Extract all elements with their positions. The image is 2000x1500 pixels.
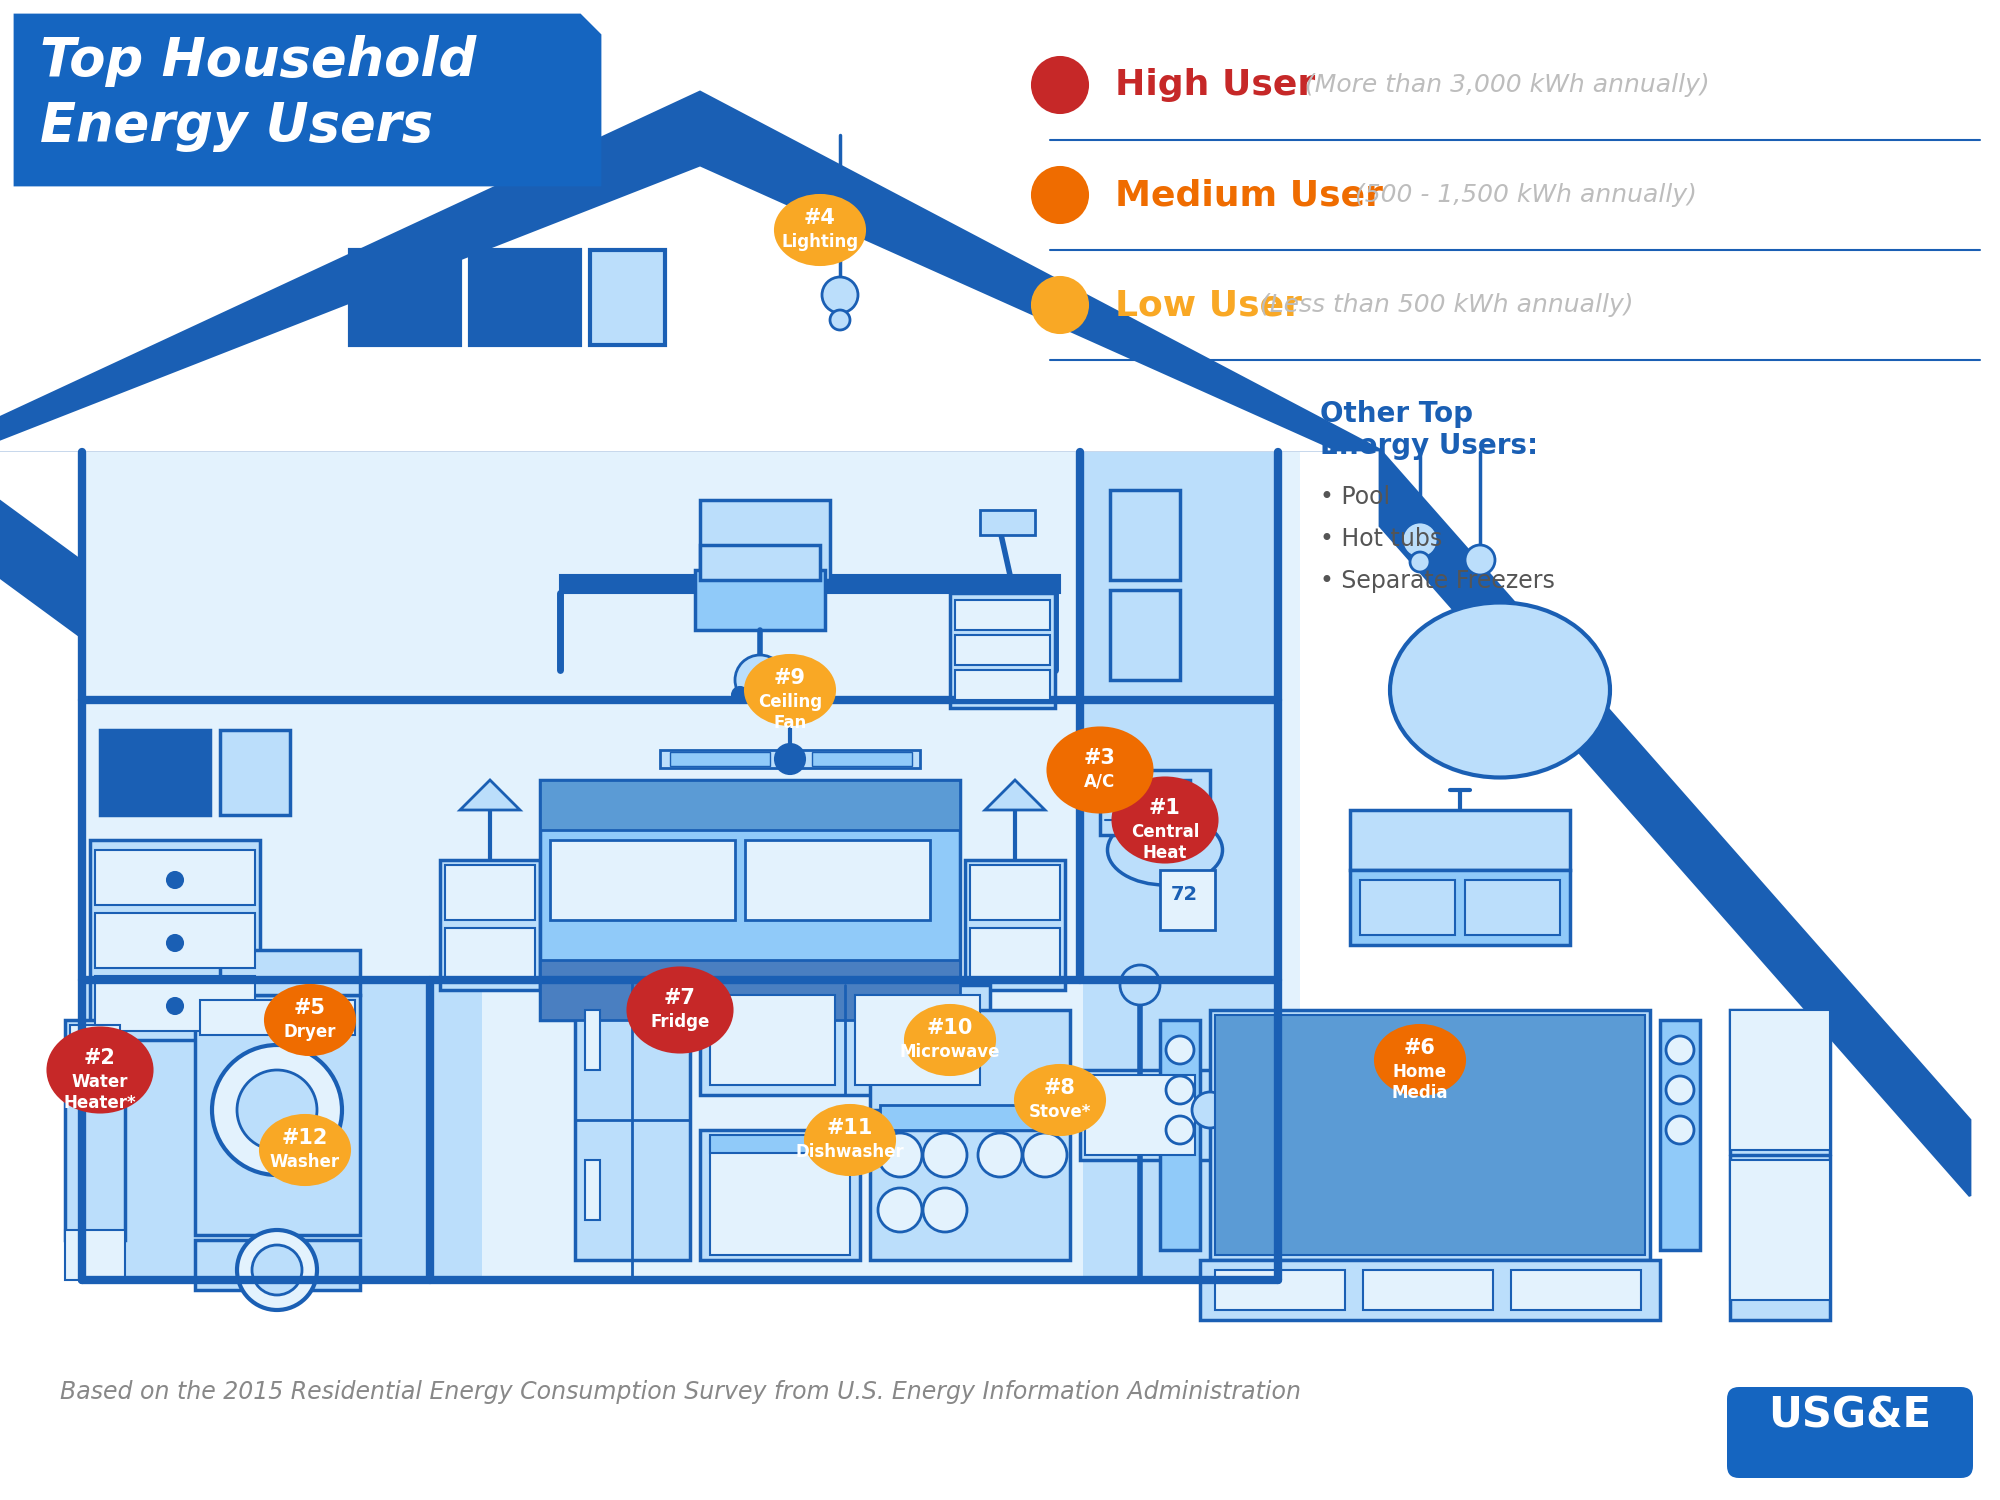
Text: Home
Media: Home Media	[1392, 1064, 1448, 1102]
FancyBboxPatch shape	[1120, 770, 1210, 820]
Text: • Separate Freezers: • Separate Freezers	[1320, 568, 1554, 592]
FancyBboxPatch shape	[196, 994, 360, 1234]
Ellipse shape	[776, 195, 864, 266]
Circle shape	[736, 656, 784, 705]
Circle shape	[878, 1188, 922, 1231]
Polygon shape	[1380, 450, 1970, 1196]
Circle shape	[1120, 964, 1160, 1005]
FancyBboxPatch shape	[696, 570, 826, 630]
Circle shape	[212, 1046, 342, 1174]
Ellipse shape	[1390, 603, 1610, 777]
Circle shape	[1166, 1116, 1194, 1144]
Text: #4: #4	[804, 209, 836, 228]
Circle shape	[1410, 552, 1430, 572]
Polygon shape	[0, 92, 1380, 450]
Circle shape	[924, 1132, 968, 1178]
FancyBboxPatch shape	[590, 251, 664, 345]
FancyBboxPatch shape	[70, 1060, 120, 1068]
Text: Lighting: Lighting	[782, 232, 858, 250]
FancyBboxPatch shape	[1110, 490, 1180, 580]
Circle shape	[168, 871, 184, 888]
Circle shape	[752, 687, 768, 703]
FancyBboxPatch shape	[880, 1106, 1060, 1130]
FancyBboxPatch shape	[82, 982, 482, 1280]
Text: Fridge: Fridge	[650, 1013, 710, 1031]
FancyBboxPatch shape	[956, 670, 1050, 700]
Circle shape	[878, 1132, 922, 1178]
Text: Ceiling
Fan: Ceiling Fan	[758, 693, 822, 732]
FancyBboxPatch shape	[1216, 1016, 1644, 1256]
Ellipse shape	[628, 968, 732, 1053]
FancyBboxPatch shape	[1210, 1010, 1650, 1260]
Circle shape	[1032, 57, 1088, 112]
FancyBboxPatch shape	[1364, 1270, 1492, 1310]
Text: #1: #1	[1150, 798, 1180, 818]
Circle shape	[1666, 1116, 1694, 1144]
Text: #11: #11	[826, 1118, 874, 1138]
Text: Dishwasher: Dishwasher	[796, 1143, 904, 1161]
Circle shape	[1166, 1076, 1194, 1104]
FancyBboxPatch shape	[1084, 452, 1278, 980]
Polygon shape	[984, 780, 1044, 810]
Circle shape	[978, 1132, 1022, 1178]
Circle shape	[1032, 166, 1088, 224]
FancyBboxPatch shape	[956, 634, 1050, 664]
FancyBboxPatch shape	[96, 850, 256, 904]
Circle shape	[822, 278, 858, 314]
Circle shape	[1024, 1132, 1068, 1178]
FancyBboxPatch shape	[950, 592, 1056, 708]
Text: 72: 72	[1172, 885, 1198, 904]
Ellipse shape	[1376, 1024, 1464, 1095]
Circle shape	[924, 1188, 968, 1231]
FancyBboxPatch shape	[540, 780, 960, 830]
Text: #3: #3	[1084, 748, 1116, 768]
Circle shape	[1666, 1036, 1694, 1064]
Circle shape	[238, 1070, 316, 1150]
FancyBboxPatch shape	[756, 578, 776, 588]
Text: Washer: Washer	[270, 1154, 340, 1172]
FancyBboxPatch shape	[196, 1240, 360, 1290]
FancyBboxPatch shape	[1084, 1076, 1196, 1155]
Ellipse shape	[744, 656, 836, 724]
Circle shape	[168, 998, 184, 1014]
FancyBboxPatch shape	[444, 865, 536, 919]
FancyBboxPatch shape	[856, 994, 980, 1084]
FancyBboxPatch shape	[1512, 1270, 1640, 1310]
FancyBboxPatch shape	[82, 452, 1300, 1280]
FancyBboxPatch shape	[710, 1140, 850, 1256]
Text: #6: #6	[1404, 1038, 1436, 1058]
Text: USG&E: USG&E	[1768, 1395, 1932, 1437]
FancyBboxPatch shape	[1160, 1020, 1200, 1250]
FancyBboxPatch shape	[1110, 590, 1180, 680]
Circle shape	[1402, 522, 1438, 558]
Text: Stove*: Stove*	[1028, 1102, 1092, 1120]
FancyBboxPatch shape	[540, 780, 960, 1020]
Circle shape	[732, 687, 748, 703]
FancyBboxPatch shape	[1080, 1070, 1230, 1160]
FancyBboxPatch shape	[970, 865, 1060, 919]
FancyBboxPatch shape	[350, 251, 460, 345]
FancyBboxPatch shape	[1100, 780, 1190, 836]
Text: • Hot tubs: • Hot tubs	[1320, 526, 1442, 550]
Text: • Pool: • Pool	[1320, 484, 1390, 508]
FancyBboxPatch shape	[100, 730, 210, 815]
Ellipse shape	[1016, 1065, 1104, 1136]
FancyBboxPatch shape	[1084, 982, 1278, 1280]
Polygon shape	[0, 168, 1330, 450]
FancyBboxPatch shape	[576, 980, 690, 1260]
Ellipse shape	[904, 1005, 996, 1076]
Ellipse shape	[1048, 728, 1152, 813]
FancyBboxPatch shape	[540, 960, 960, 1020]
FancyBboxPatch shape	[1160, 870, 1216, 930]
FancyBboxPatch shape	[64, 1020, 124, 1240]
FancyBboxPatch shape	[90, 840, 260, 1040]
Polygon shape	[0, 450, 80, 636]
FancyBboxPatch shape	[70, 1024, 120, 1054]
FancyBboxPatch shape	[700, 986, 990, 1095]
Circle shape	[238, 1230, 316, 1310]
FancyBboxPatch shape	[440, 859, 540, 990]
Text: #8: #8	[1044, 1078, 1076, 1098]
FancyBboxPatch shape	[700, 500, 830, 580]
FancyBboxPatch shape	[1350, 810, 1570, 870]
